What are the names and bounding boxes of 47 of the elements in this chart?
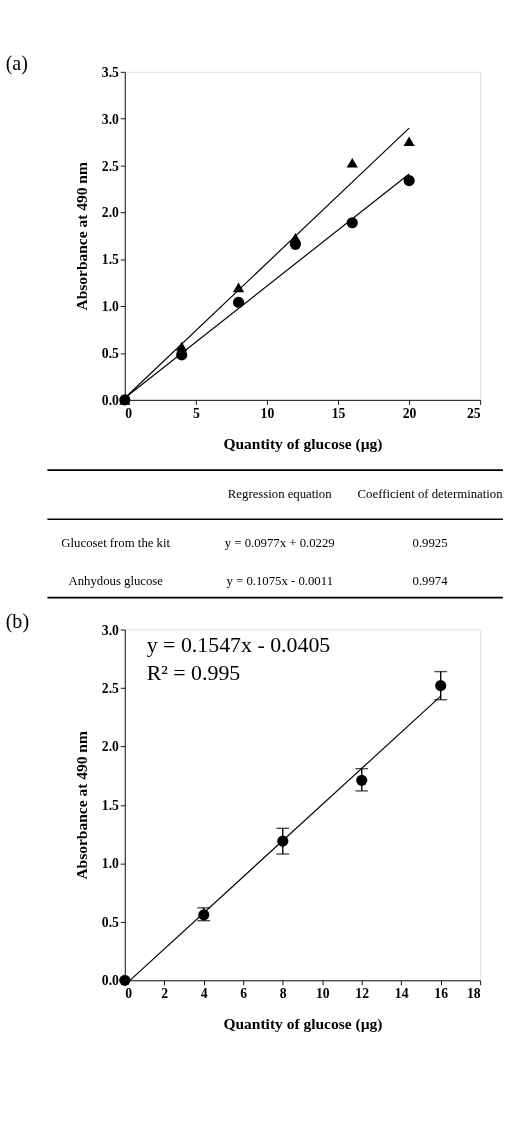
y-tick-label: 1.0 bbox=[101, 856, 120, 872]
annotation: y = 0.1547x - 0.0405 bbox=[146, 633, 331, 658]
x-tick-label: 20 bbox=[402, 405, 417, 421]
x-tick-label: 12 bbox=[355, 986, 370, 1002]
text: 0.9974 bbox=[412, 573, 449, 588]
y-tick-label: 3.0 bbox=[101, 111, 120, 127]
text: Anhydous glucose bbox=[68, 573, 164, 588]
y-axis-title: Absorbance at 490 nm bbox=[73, 162, 91, 311]
x-tick-label: 2 bbox=[161, 986, 169, 1002]
x-axis-title: Quantity of glucose (µg) bbox=[223, 434, 383, 453]
x-tick-label: 0 bbox=[125, 986, 133, 1002]
y-tick-label: 1.5 bbox=[101, 797, 120, 813]
y-tick-label: 2.5 bbox=[101, 158, 120, 174]
text: y = 0.0977x + 0.0229 bbox=[224, 535, 335, 550]
y-tick-label: 0.0 bbox=[101, 392, 120, 408]
text: 0.9925 bbox=[412, 535, 448, 550]
x-tick-label: 18 bbox=[467, 986, 481, 1002]
chart-title: (b) bbox=[5, 609, 30, 633]
x-tick-label: 0 bbox=[125, 405, 133, 421]
chart-title: (a) bbox=[5, 52, 28, 76]
y-tick-label: 2.0 bbox=[101, 739, 120, 755]
y-tick-label: 1.5 bbox=[101, 252, 120, 268]
annotation: R² = 0.995 bbox=[146, 660, 241, 685]
x-tick-label: 5 bbox=[192, 405, 200, 421]
x-tick-label: 6 bbox=[240, 986, 248, 1002]
x-tick-label: 8 bbox=[279, 986, 287, 1002]
text: y = 0.1075x - 0.0011 bbox=[226, 573, 334, 588]
x-tick-label: 4 bbox=[200, 986, 208, 1002]
text: Coefficient of determination bbox=[357, 487, 504, 502]
y-tick-label: 0.0 bbox=[101, 973, 120, 989]
y-tick-label: 3.5 bbox=[101, 64, 120, 80]
x-tick-label: 16 bbox=[434, 986, 449, 1002]
y-tick-label: 2.5 bbox=[101, 681, 120, 696]
y-tick-label: 0.5 bbox=[101, 346, 120, 362]
y-tick-label: 2.0 bbox=[101, 205, 120, 221]
x-axis-title: Quantity of glucose (µg) bbox=[223, 1015, 383, 1034]
y-axis-title: Absorbance at 490 nm bbox=[73, 731, 91, 880]
x-tick-label: 14 bbox=[394, 986, 409, 1002]
x-tick-label: 25 bbox=[467, 405, 481, 421]
y-tick-label: 3.0 bbox=[101, 622, 120, 638]
y-tick-label: 1.0 bbox=[101, 299, 120, 315]
text: Regression equation bbox=[227, 487, 333, 502]
x-tick-label: 15 bbox=[331, 405, 346, 421]
text: Glucoset from the kit bbox=[61, 535, 171, 550]
x-tick-label: 10 bbox=[260, 405, 275, 421]
x-tick-label: 10 bbox=[315, 986, 330, 1002]
y-tick-label: 0.5 bbox=[101, 914, 120, 930]
